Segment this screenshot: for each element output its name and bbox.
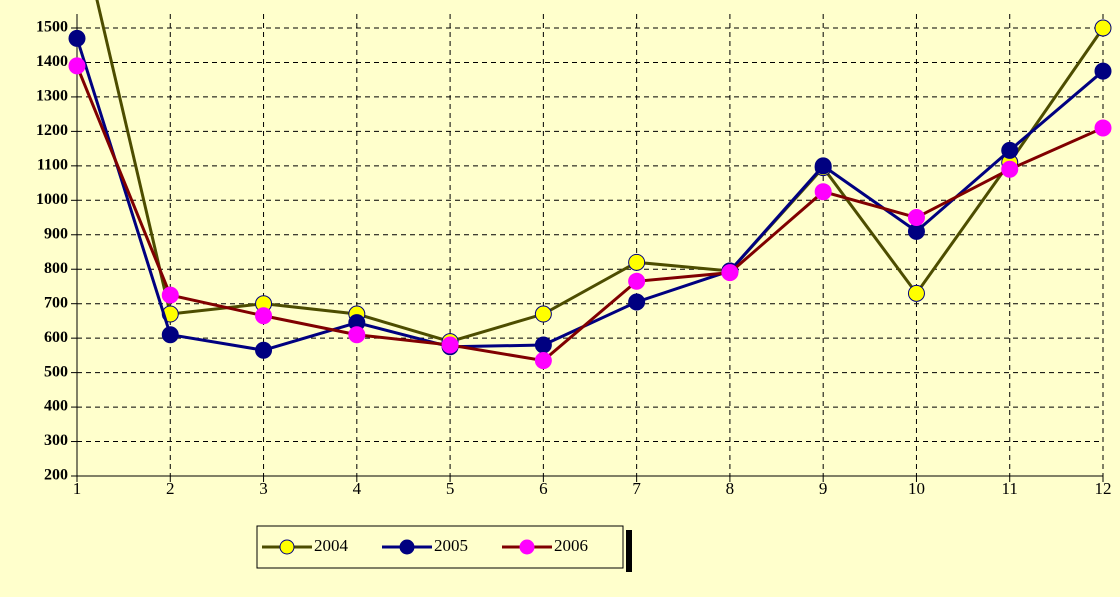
marker xyxy=(814,183,832,201)
legend-label: 2004 xyxy=(314,536,349,555)
marker xyxy=(721,264,739,282)
marker xyxy=(534,305,552,323)
x-tick-label: 11 xyxy=(1002,479,1018,498)
marker xyxy=(1094,119,1112,137)
y-tick-label: 1500 xyxy=(36,19,68,36)
marker xyxy=(255,341,273,359)
y-tick-label: 1200 xyxy=(36,122,68,139)
marker xyxy=(1001,160,1019,178)
marker xyxy=(1094,62,1112,80)
y-tick-label: 300 xyxy=(44,432,68,449)
x-tick-label: 12 xyxy=(1095,479,1112,498)
legend: 2004 2005 2006 xyxy=(256,525,632,572)
marker xyxy=(161,286,179,304)
marker xyxy=(628,293,646,311)
y-tick-label: 500 xyxy=(44,363,68,380)
legend-marker xyxy=(519,539,535,555)
marker xyxy=(255,307,273,325)
y-tick-label: 800 xyxy=(44,260,68,277)
grid: 200 300 400 500 600 700 800 900 1000 1100 1200 1300… xyxy=(36,14,1112,498)
y-tick-label: 600 xyxy=(44,329,68,346)
x-tick-label: 9 xyxy=(819,479,828,498)
x-tick-label: 6 xyxy=(539,479,548,498)
y-tick-label: 1400 xyxy=(36,53,68,70)
x-tick-label: 10 xyxy=(908,479,925,498)
marker xyxy=(814,157,832,175)
y-tick-label: 700 xyxy=(44,294,68,311)
x-tick-label: 2 xyxy=(166,479,175,498)
y-tick-label: 1100 xyxy=(37,157,68,174)
y-tick-label: 400 xyxy=(44,398,68,415)
legend-box xyxy=(256,525,624,569)
marker xyxy=(907,209,925,227)
legend-marker xyxy=(279,539,295,555)
y-tick-label: 200 xyxy=(44,467,68,484)
legend-label: 2005 xyxy=(434,536,468,555)
marker xyxy=(68,57,86,75)
y-tick-label: 1000 xyxy=(36,191,68,208)
series-line xyxy=(75,65,1104,363)
legend-label: 2006 xyxy=(554,536,588,555)
legend-shadow xyxy=(626,530,632,572)
x-tick-label: 3 xyxy=(259,479,268,498)
y-tick-label: 1300 xyxy=(36,88,68,105)
plot-area xyxy=(68,0,1112,370)
marker xyxy=(1001,141,1019,159)
x-tick-label: 5 xyxy=(446,479,455,498)
series-line xyxy=(95,0,1105,344)
marker xyxy=(161,326,179,344)
marker xyxy=(534,352,552,370)
series-line xyxy=(75,37,1104,352)
marker xyxy=(1094,19,1112,37)
y-tick-label: 900 xyxy=(44,225,68,242)
x-tick-label: 7 xyxy=(632,479,641,498)
marker xyxy=(441,336,459,354)
marker xyxy=(68,29,86,47)
legend-marker xyxy=(399,539,415,555)
marker xyxy=(628,253,646,271)
x-tick-label: 8 xyxy=(726,479,735,498)
x-tick-label: 4 xyxy=(353,479,362,498)
marker xyxy=(534,336,552,354)
marker xyxy=(348,326,366,344)
x-tick-label: 1 xyxy=(73,479,82,498)
marker xyxy=(628,272,646,290)
marker xyxy=(907,284,925,302)
